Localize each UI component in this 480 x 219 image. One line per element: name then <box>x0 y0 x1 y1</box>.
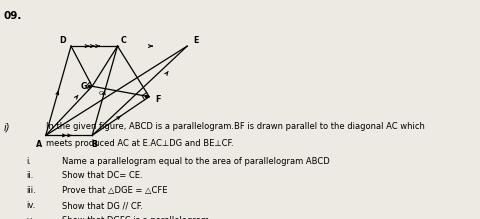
Text: 09.: 09. <box>4 11 22 21</box>
Text: Show that DC= CE.: Show that DC= CE. <box>62 171 143 180</box>
Text: G: G <box>98 91 103 96</box>
Text: iii.: iii. <box>26 186 36 195</box>
Text: B: B <box>91 140 97 149</box>
Text: Show that DG // CF.: Show that DG // CF. <box>62 201 143 210</box>
Text: iv.: iv. <box>26 201 36 210</box>
Text: Name a parallelogram equal to the area of parallelogram ABCD: Name a parallelogram equal to the area o… <box>62 157 330 166</box>
Text: C: C <box>121 36 127 45</box>
Text: In the given figure, ABCD is a parallelogram.BF is drawn parallel to the diagona: In the given figure, ABCD is a parallelo… <box>46 122 424 131</box>
Text: v.: v. <box>26 216 34 219</box>
Text: D: D <box>59 36 66 45</box>
Text: A: A <box>36 140 43 149</box>
Text: E: E <box>193 36 198 45</box>
Text: ii.: ii. <box>26 171 34 180</box>
Text: G: G <box>81 82 87 91</box>
Text: Show that DGFC is a parallelogram.: Show that DGFC is a parallelogram. <box>62 216 212 219</box>
Text: meets produced AC at E.AC⊥DG and BE⊥CF.: meets produced AC at E.AC⊥DG and BE⊥CF. <box>46 139 233 148</box>
Text: i.: i. <box>26 157 31 166</box>
Text: F: F <box>155 95 160 104</box>
Text: Prove that △DGE = △CFE: Prove that △DGE = △CFE <box>62 186 168 195</box>
Text: i): i) <box>4 123 11 133</box>
